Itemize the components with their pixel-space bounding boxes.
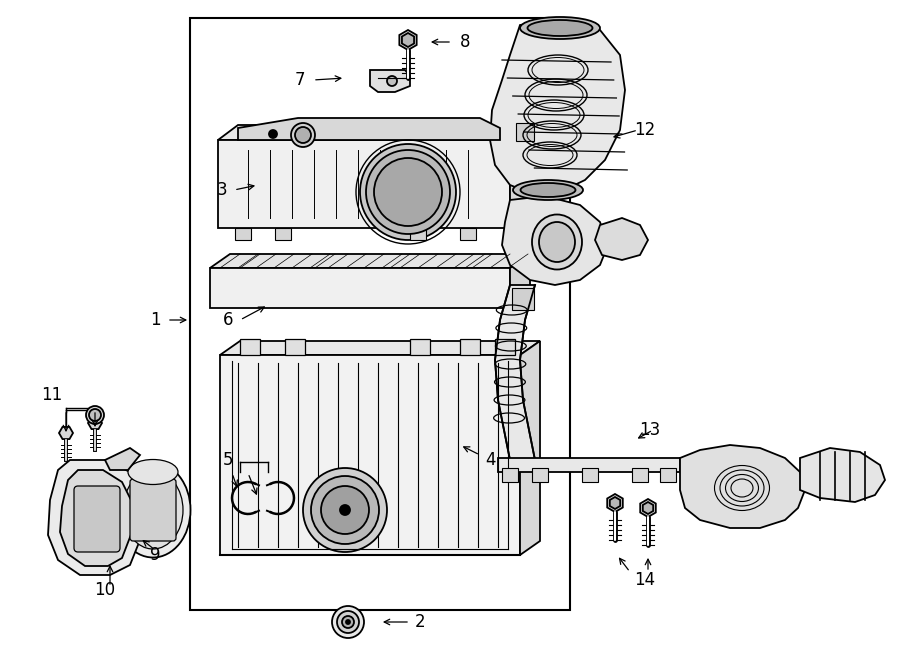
Circle shape bbox=[269, 130, 277, 138]
Ellipse shape bbox=[532, 215, 582, 270]
Polygon shape bbox=[800, 448, 885, 502]
Text: 13: 13 bbox=[639, 421, 661, 439]
Bar bbox=[532, 468, 548, 482]
Bar bbox=[285, 339, 305, 355]
Text: 14: 14 bbox=[634, 571, 655, 589]
Bar bbox=[190, 18, 570, 610]
Text: 8: 8 bbox=[460, 33, 470, 51]
Text: 6: 6 bbox=[223, 311, 233, 329]
Polygon shape bbox=[220, 355, 520, 555]
Polygon shape bbox=[370, 70, 410, 92]
Text: 10: 10 bbox=[94, 581, 115, 599]
Polygon shape bbox=[218, 140, 510, 228]
Bar bbox=[275, 228, 291, 240]
FancyBboxPatch shape bbox=[130, 479, 176, 541]
Polygon shape bbox=[60, 470, 132, 566]
Polygon shape bbox=[210, 268, 510, 308]
Circle shape bbox=[387, 76, 397, 86]
Polygon shape bbox=[59, 427, 73, 439]
Polygon shape bbox=[610, 497, 620, 509]
Ellipse shape bbox=[520, 183, 575, 197]
Polygon shape bbox=[502, 196, 608, 285]
Bar bbox=[582, 468, 598, 482]
Polygon shape bbox=[88, 417, 102, 429]
Ellipse shape bbox=[539, 222, 575, 262]
Circle shape bbox=[86, 406, 104, 424]
Circle shape bbox=[332, 606, 364, 638]
Circle shape bbox=[291, 123, 315, 147]
Circle shape bbox=[346, 620, 350, 624]
Circle shape bbox=[340, 505, 350, 515]
Polygon shape bbox=[640, 499, 656, 517]
Polygon shape bbox=[210, 254, 530, 268]
Bar bbox=[235, 228, 251, 240]
Text: 7: 7 bbox=[295, 71, 305, 89]
Polygon shape bbox=[220, 341, 540, 355]
Bar bbox=[512, 288, 534, 310]
Ellipse shape bbox=[128, 459, 178, 485]
Polygon shape bbox=[498, 458, 680, 472]
Text: 1: 1 bbox=[149, 311, 160, 329]
Ellipse shape bbox=[513, 180, 583, 200]
Circle shape bbox=[295, 127, 311, 143]
Polygon shape bbox=[608, 494, 623, 512]
Bar bbox=[410, 339, 430, 355]
FancyBboxPatch shape bbox=[74, 486, 120, 552]
Polygon shape bbox=[490, 20, 625, 195]
Bar bbox=[460, 339, 480, 355]
Text: 4: 4 bbox=[485, 451, 495, 469]
Polygon shape bbox=[218, 125, 530, 140]
Bar bbox=[632, 468, 648, 482]
Polygon shape bbox=[643, 502, 653, 514]
Polygon shape bbox=[48, 460, 142, 575]
Polygon shape bbox=[495, 285, 535, 460]
Polygon shape bbox=[595, 218, 648, 260]
Circle shape bbox=[311, 476, 379, 544]
Bar bbox=[660, 468, 676, 482]
Text: 12: 12 bbox=[634, 121, 655, 139]
Bar bbox=[495, 339, 515, 355]
Text: 9: 9 bbox=[149, 546, 160, 564]
Ellipse shape bbox=[115, 463, 191, 557]
Polygon shape bbox=[105, 448, 140, 470]
Circle shape bbox=[321, 486, 369, 534]
Bar bbox=[460, 228, 476, 240]
Polygon shape bbox=[510, 254, 530, 308]
Polygon shape bbox=[510, 125, 530, 228]
Polygon shape bbox=[680, 445, 805, 528]
Bar bbox=[240, 339, 260, 355]
Bar bbox=[516, 123, 534, 141]
Text: 11: 11 bbox=[41, 386, 63, 404]
Circle shape bbox=[89, 409, 101, 421]
Bar bbox=[410, 228, 426, 240]
Circle shape bbox=[374, 158, 442, 226]
Circle shape bbox=[337, 611, 359, 633]
Bar bbox=[502, 468, 518, 482]
Polygon shape bbox=[400, 30, 417, 50]
Text: 5: 5 bbox=[223, 451, 233, 469]
Circle shape bbox=[342, 616, 354, 628]
Ellipse shape bbox=[527, 20, 592, 36]
Circle shape bbox=[360, 144, 456, 240]
Polygon shape bbox=[520, 341, 540, 555]
Text: 2: 2 bbox=[415, 613, 426, 631]
Circle shape bbox=[303, 468, 387, 552]
Polygon shape bbox=[238, 118, 500, 140]
Ellipse shape bbox=[123, 471, 183, 549]
Circle shape bbox=[366, 150, 450, 234]
Polygon shape bbox=[402, 33, 414, 47]
Ellipse shape bbox=[520, 17, 600, 39]
Text: 3: 3 bbox=[217, 181, 228, 199]
